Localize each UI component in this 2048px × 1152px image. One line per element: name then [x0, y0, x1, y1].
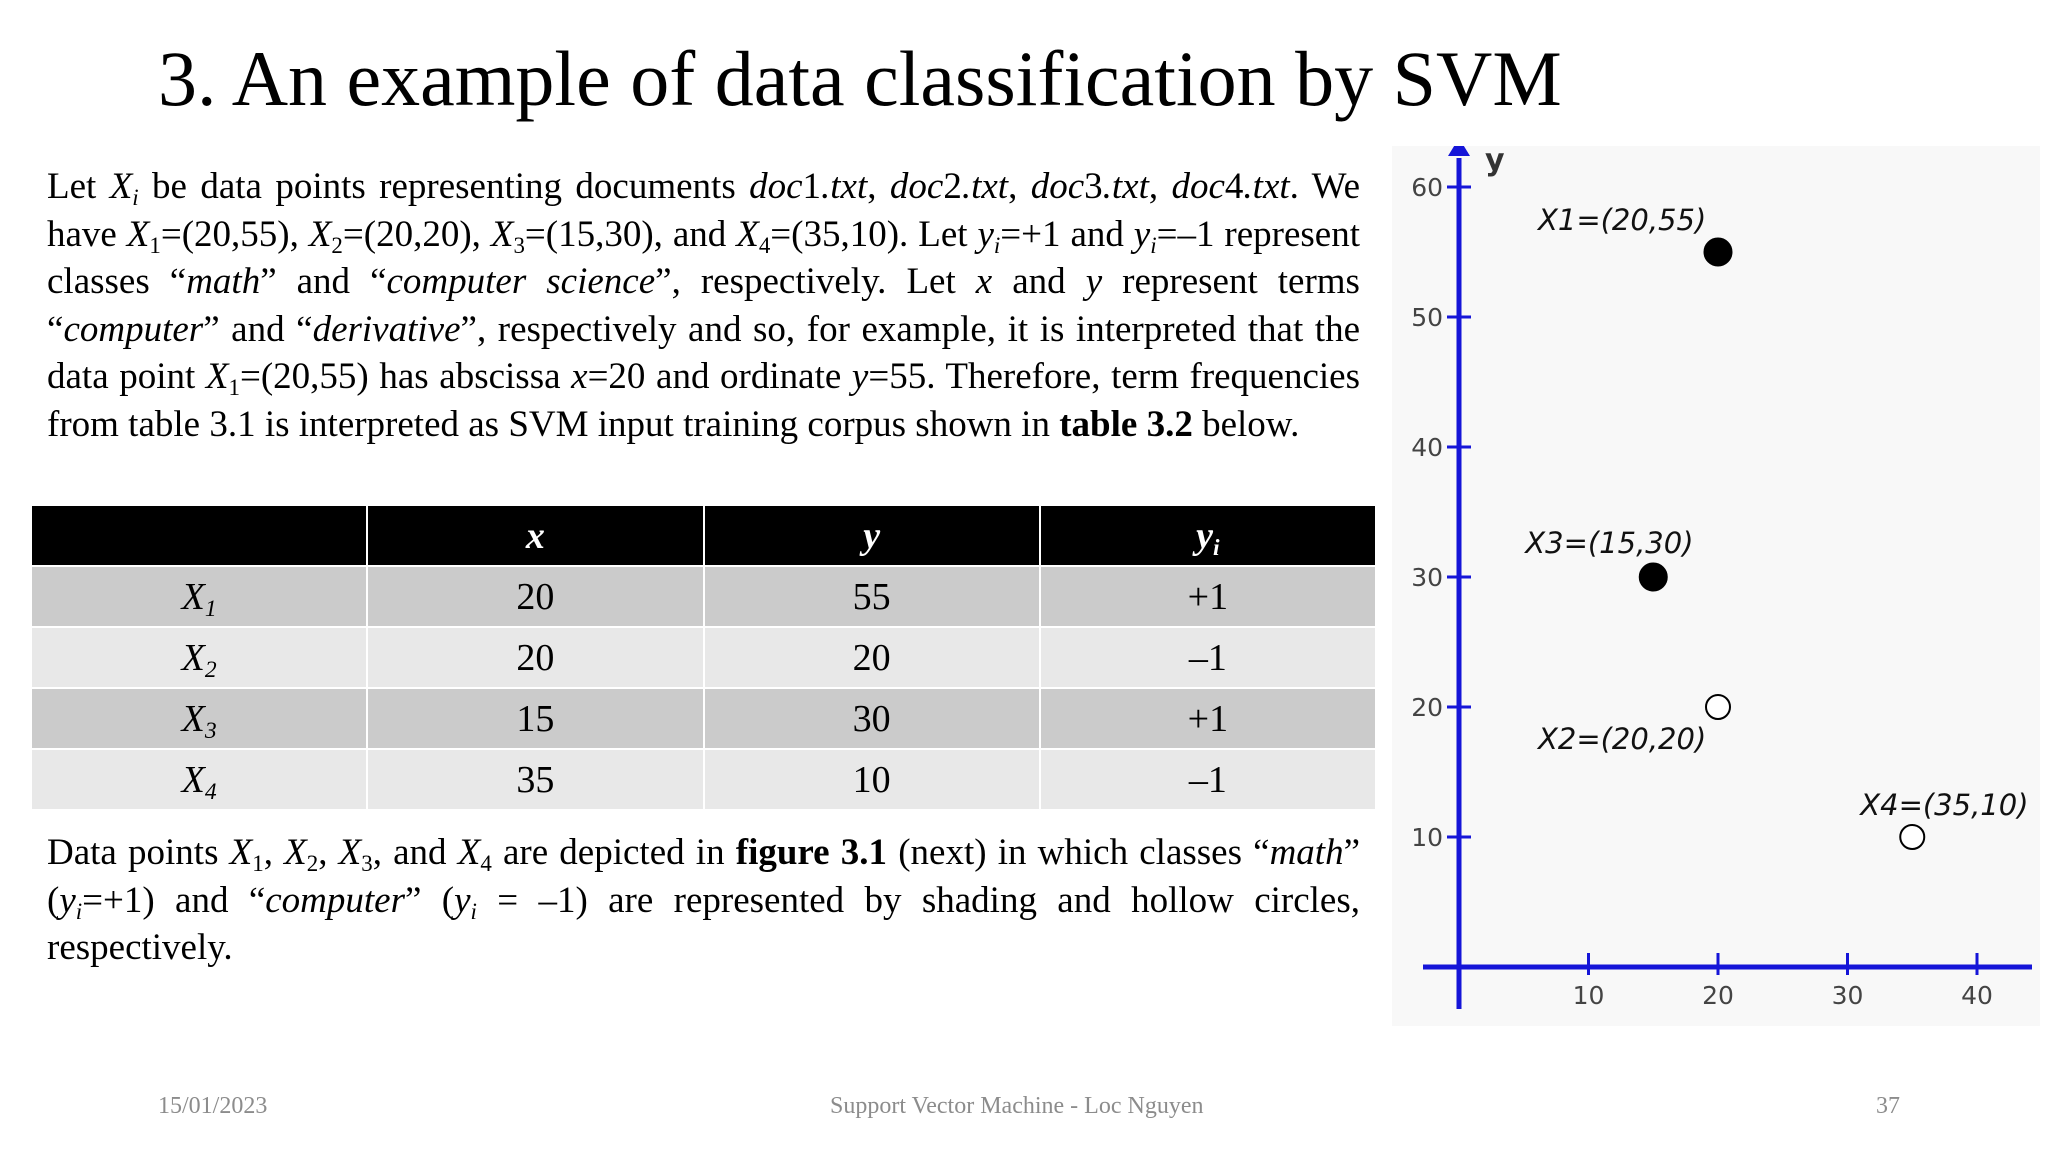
cell-yi: +1	[1040, 566, 1376, 627]
table-row: X1 20 55 +1	[31, 566, 1376, 627]
cell-y: 10	[704, 749, 1040, 810]
chart-background	[1392, 146, 2040, 1026]
row-name: X3	[31, 688, 367, 749]
hollow-point	[1900, 825, 1924, 849]
point-label: X2=(20,20)	[1536, 722, 1706, 756]
y-tick-label: 30	[1411, 563, 1443, 592]
header-y: y	[704, 505, 1040, 566]
intro-paragraph: Let Xi be data points representing docum…	[47, 163, 1360, 448]
point-label: X1=(20,55)	[1536, 203, 1706, 237]
footer-title: Support Vector Machine - Loc Nguyen	[830, 1093, 1203, 1120]
y-tick-label: 40	[1411, 433, 1443, 462]
y-axis-label: y	[1485, 146, 1505, 178]
training-data-table: x y yi X1 20 55 +1 X2 20 20 –1 X3 15 30 …	[30, 504, 1377, 811]
y-tick-label: 20	[1411, 693, 1443, 722]
cell-y: 20	[704, 627, 1040, 688]
table-header-row: x y yi	[31, 505, 1376, 566]
table-row: X2 20 20 –1	[31, 627, 1376, 688]
cell-yi: –1	[1040, 749, 1376, 810]
hollow-point	[1706, 695, 1730, 719]
row-name: X1	[31, 566, 367, 627]
cell-x: 20	[367, 627, 703, 688]
y-tick-label: 50	[1411, 303, 1443, 332]
x-tick-label: 40	[1961, 981, 1993, 1010]
filled-point	[1704, 238, 1732, 266]
cell-y: 55	[704, 566, 1040, 627]
header-x: x	[367, 505, 703, 566]
x-tick-label: 20	[1702, 981, 1734, 1010]
point-label: X3=(15,30)	[1523, 526, 1693, 560]
figure-caption-paragraph: Data points X1, X2, X3, and X4 are depic…	[47, 829, 1360, 972]
x-tick-label: 30	[1832, 981, 1864, 1010]
row-name: X4	[31, 749, 367, 810]
table-row: X4 35 10 –1	[31, 749, 1376, 810]
page-number: 37	[1876, 1093, 1900, 1120]
x-tick-label: 10	[1573, 981, 1605, 1010]
cell-yi: +1	[1040, 688, 1376, 749]
scatter-chart: y 10 20 30 40 50 60 10 20 30 40 X1=(20,55) X2=(20…	[1392, 146, 2040, 1026]
cell-yi: –1	[1040, 627, 1376, 688]
row-name: X2	[31, 627, 367, 688]
table-row: X3 15 30 +1	[31, 688, 1376, 749]
filled-point	[1639, 563, 1667, 591]
header-yi: yi	[1040, 505, 1376, 566]
y-tick-label: 10	[1411, 823, 1443, 852]
y-tick-label: 60	[1411, 173, 1443, 202]
footer-date: 15/01/2023	[158, 1093, 267, 1120]
cell-x: 35	[367, 749, 703, 810]
header-empty	[31, 505, 367, 566]
cell-x: 20	[367, 566, 703, 627]
cell-x: 15	[367, 688, 703, 749]
slide-title: 3. An example of data classification by …	[158, 34, 1562, 124]
cell-y: 30	[704, 688, 1040, 749]
point-label: X4=(35,10)	[1858, 788, 2028, 822]
